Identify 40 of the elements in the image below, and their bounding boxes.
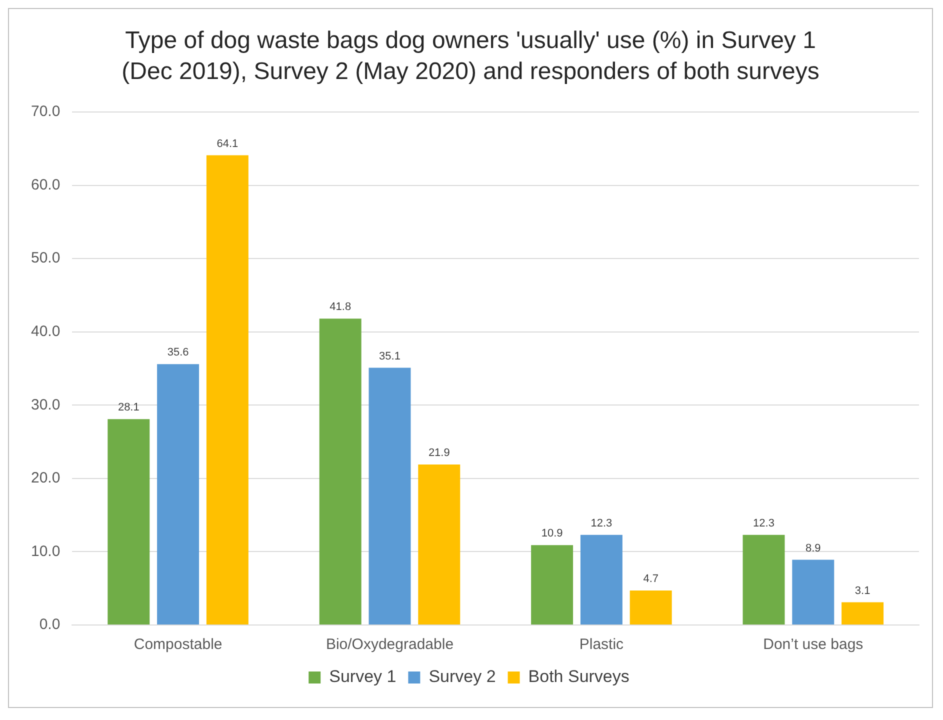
bar xyxy=(531,545,574,625)
data-label: 4.7 xyxy=(643,573,658,586)
x-tick-label: Bio/Oxydegradable xyxy=(326,636,454,654)
y-tick-label: 20.0 xyxy=(30,470,60,487)
legend-label: Survey 2 xyxy=(428,668,496,687)
bar xyxy=(368,368,411,625)
data-label: 64.1 xyxy=(216,138,238,150)
bar xyxy=(580,535,622,625)
legend-label: Survey 1 xyxy=(329,668,396,687)
bar xyxy=(792,560,834,625)
bar xyxy=(157,364,200,625)
bar xyxy=(319,319,362,625)
data-label: 3.1 xyxy=(854,585,870,598)
data-label: 28.1 xyxy=(118,402,140,414)
y-tick-label: 70.0 xyxy=(30,104,60,121)
data-label: 12.3 xyxy=(590,518,612,530)
x-tick-label: Plastic xyxy=(579,636,624,654)
chart-title: Type of dog waste bags dog owners 'usually' use (%) in Survey 1 (Dec 2019), Survey 2 (May 2020) and responders of both surveys xyxy=(120,26,820,88)
y-tick-label: 50.0 xyxy=(30,250,60,268)
x-tick-label: Don’t use bags xyxy=(763,636,864,654)
bar xyxy=(742,535,785,625)
y-tick-label: 40.0 xyxy=(30,323,60,340)
data-label: 41.8 xyxy=(330,302,352,314)
y-tick-label: 0.0 xyxy=(39,616,60,634)
data-label: 35.1 xyxy=(379,350,400,363)
legend-label: Both Surveys xyxy=(528,668,630,687)
y-tick-label: 30.0 xyxy=(30,396,60,414)
bar xyxy=(630,590,672,625)
bar xyxy=(108,419,150,625)
data-label: 35.6 xyxy=(167,347,189,360)
data-label: 8.9 xyxy=(806,542,821,555)
bar xyxy=(418,464,460,625)
y-tick-label: 10.0 xyxy=(30,543,60,560)
bar xyxy=(842,602,884,625)
data-label: 12.3 xyxy=(753,518,774,530)
data-label: 10.9 xyxy=(541,528,563,540)
y-tick-label: 60.0 xyxy=(30,176,60,194)
bar xyxy=(206,156,248,625)
x-tick-label: Compostable xyxy=(134,636,222,654)
data-label: 21.9 xyxy=(428,447,450,460)
